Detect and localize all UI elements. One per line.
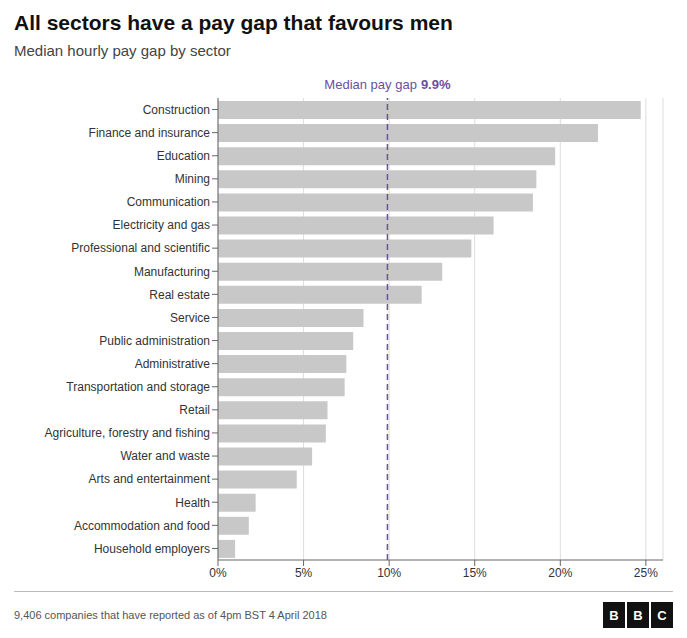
svg-text:15%: 15% bbox=[463, 566, 487, 580]
svg-text:5%: 5% bbox=[295, 566, 313, 580]
svg-text:Service: Service bbox=[170, 311, 210, 325]
svg-text:Public administration: Public administration bbox=[99, 334, 210, 348]
svg-text:Real estate: Real estate bbox=[149, 288, 210, 302]
svg-text:Health: Health bbox=[175, 496, 210, 510]
svg-text:Household employers: Household employers bbox=[94, 542, 210, 556]
svg-text:Construction: Construction bbox=[143, 103, 210, 117]
svg-text:Education: Education bbox=[157, 149, 210, 163]
svg-text:Administrative: Administrative bbox=[135, 357, 211, 371]
svg-text:Communication: Communication bbox=[127, 195, 210, 209]
svg-text:Agriculture, forestry and fish: Agriculture, forestry and fishing bbox=[45, 426, 210, 440]
svg-text:Arts and entertainment: Arts and entertainment bbox=[89, 472, 211, 486]
svg-text:Retail: Retail bbox=[179, 403, 210, 417]
html-text:9,406 companies that have repo: 9,406 companies that have reported as of… bbox=[14, 609, 327, 621]
svg-text:Median pay gap9.9%: Median pay gap9.9% bbox=[324, 77, 451, 92]
svg-text:0%: 0% bbox=[209, 566, 227, 580]
svg-text:Professional and scientific: Professional and scientific bbox=[71, 241, 210, 255]
svg-text:Finance and insurance: Finance and insurance bbox=[89, 126, 211, 140]
svg-text:Manufacturing: Manufacturing bbox=[134, 265, 210, 279]
svg-text:Water and waste: Water and waste bbox=[120, 449, 210, 463]
html-text:Median hourly pay gap by secto: Median hourly pay gap by sector bbox=[14, 42, 231, 59]
svg-text:Electricity and gas: Electricity and gas bbox=[113, 218, 210, 232]
html-text:All sectors have a pay gap tha: All sectors have a pay gap that favours … bbox=[14, 11, 453, 34]
svg-text:25%: 25% bbox=[634, 566, 658, 580]
svg-text:20%: 20% bbox=[548, 566, 572, 580]
html-text:B: B bbox=[609, 607, 619, 623]
html-text:C: C bbox=[657, 607, 667, 623]
svg-text:Mining: Mining bbox=[175, 172, 210, 186]
svg-text:Transportation and storage: Transportation and storage bbox=[66, 380, 210, 394]
html-text:B: B bbox=[633, 607, 643, 623]
svg-text:Accommodation and food: Accommodation and food bbox=[74, 519, 210, 533]
svg-text:10%: 10% bbox=[377, 566, 401, 580]
